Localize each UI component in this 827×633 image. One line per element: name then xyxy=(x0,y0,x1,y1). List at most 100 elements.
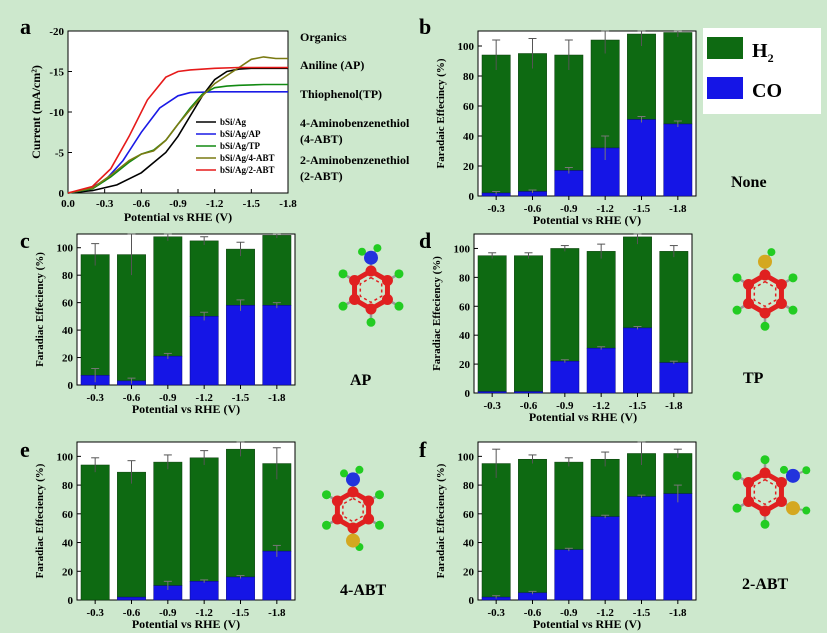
panel-d-bar-co xyxy=(477,391,507,394)
panel-d-bar-co xyxy=(550,360,580,394)
molecule-2abt-ring-bonds xyxy=(746,470,784,514)
panel-d-xlabel: Potential vs RHE (V) xyxy=(529,410,637,424)
panel-c-xtick-label: -1.2 xyxy=(195,392,213,404)
molecule-tp-aromatic-ring xyxy=(753,280,777,308)
panel-d-xtick-label: -1.5 xyxy=(629,400,647,412)
panel-a-xtick-label: -0.3 xyxy=(96,198,114,210)
panel-b-xtick-label: -1.8 xyxy=(669,203,687,215)
molecule-4abt-hydrogen-atom xyxy=(340,469,348,478)
panel-d-ytick-label: 0 xyxy=(465,388,471,400)
panel-a-xtick-label: -0.6 xyxy=(133,198,151,210)
panel-c-xtick-label: -1.5 xyxy=(232,392,250,404)
panel-f-ytick-label: 80 xyxy=(463,480,475,492)
panel-a-legend-entry: bSi/Ag xyxy=(220,117,247,127)
panel-a-xtick-label: -1.5 xyxy=(243,198,261,210)
panel-c-ytick-label: 80 xyxy=(62,270,74,282)
panel-f-bar-co xyxy=(590,516,620,601)
legend-h2-swatch xyxy=(707,37,743,59)
panel-c-ytick-label: 20 xyxy=(62,353,74,365)
molecule-ap-carbon-atom xyxy=(365,303,377,315)
molecule-tp-carbon-atom xyxy=(759,269,771,281)
molecule-4abt-carbon-atom xyxy=(331,495,343,507)
panel-a-legend-entry: bSi/Ag/2-ABT xyxy=(220,165,275,175)
panel-a-xtick-label: 0.0 xyxy=(61,198,75,210)
panel-b-ytick-label: 80 xyxy=(463,71,475,83)
panel-c-bar-co xyxy=(189,316,219,386)
panel-e-bar-h2 xyxy=(117,471,146,598)
legend-co-swatch xyxy=(707,77,743,99)
panel-e-ytick-label: 20 xyxy=(62,566,74,578)
panel-e-ytick-label: 0 xyxy=(68,595,74,607)
panel-letter-e: e xyxy=(20,437,30,462)
molecule-2abt-carbon-atom xyxy=(759,505,771,517)
panel-a-xlabel: Potential vs RHE (V) xyxy=(124,210,232,224)
panel-c-bar-co xyxy=(153,355,183,386)
molecule-2abt-sulfur-atom xyxy=(785,501,800,516)
molecule-ap-carbon-atom xyxy=(349,275,361,286)
molecule-ap-hydrogen-atom xyxy=(394,269,404,279)
panel-f-xtick-label: -0.6 xyxy=(524,607,542,619)
molecule-tp-carbon-atom xyxy=(743,298,755,309)
panel-b-bar-co xyxy=(627,119,656,197)
label-2abt: 2-ABT xyxy=(742,576,789,593)
panel-b-xlabel: Potential vs RHE (V) xyxy=(533,213,641,227)
panel-a-xtick-label: -1.8 xyxy=(279,198,297,210)
molecule-ap-nitrogen-atom xyxy=(364,250,378,265)
panel-f-xtick-label: -0.9 xyxy=(560,607,578,619)
panel-d-plot-area xyxy=(473,233,693,394)
molecule-tp-hydrogen-atom xyxy=(788,305,798,315)
molecule-tp-hydrogen-atom xyxy=(732,305,742,315)
molecule-tp-carbon-atom xyxy=(743,279,755,290)
panel-c-bar-co xyxy=(262,305,292,386)
panel-c-xlabel: Potential vs RHE (V) xyxy=(132,402,240,416)
panel-c-bar-h2 xyxy=(262,235,292,306)
molecule-4abt-hydrogen-atom xyxy=(321,520,331,530)
panel-d-bar-h2 xyxy=(586,251,616,349)
molecule-4abt-sulfur-atom xyxy=(346,533,360,548)
molecule-4abt-nitrogen-atom xyxy=(346,472,360,487)
molecule-4abt-hydrogen-atom xyxy=(375,520,385,530)
panel-f-bar-co xyxy=(627,496,656,601)
molecule-ap-ring-bonds xyxy=(352,268,390,312)
panel-a-ytick-label: -10 xyxy=(49,107,64,119)
panel-d-bar-h2 xyxy=(550,248,580,362)
panel-c-ytick-label: 100 xyxy=(57,243,74,255)
molecule-tp-carbon-atom xyxy=(775,298,787,309)
panel-f-ytick-label: 0 xyxy=(469,595,475,607)
panel-a-ytick-label: -5 xyxy=(55,148,65,160)
panel-e-xlabel: Potential vs RHE (V) xyxy=(132,617,240,631)
molecule-2abt-carbon-atom xyxy=(743,496,755,507)
molecule-tp-ring-bonds xyxy=(746,272,784,316)
panel-c-bar-h2 xyxy=(226,248,255,306)
panel-f-bar-co xyxy=(663,493,693,601)
molecule-2abt-carbon-atom xyxy=(775,496,787,507)
molecule-2abt-carbon-atom xyxy=(775,477,787,488)
panel-c-bar-h2 xyxy=(117,254,146,382)
panel-b-bar-h2 xyxy=(627,33,656,120)
molecule-2abt-hydrogen-atom xyxy=(760,455,770,465)
panel-e-xtick-label: -0.6 xyxy=(123,607,141,619)
panel-a-legend-entry: bSi/Ag/AP xyxy=(220,129,261,139)
panel-f-bar-h2 xyxy=(590,458,620,517)
panel-d-bar-co xyxy=(586,347,616,394)
molecule-4abt-carbon-atom xyxy=(347,486,359,498)
panel-a-ytick-label: -20 xyxy=(49,26,64,38)
panel-b-ytick-label: 60 xyxy=(463,101,475,113)
molecule-ap-carbon-atom xyxy=(349,294,361,305)
panel-e-bar-co xyxy=(189,581,219,601)
molecule-tp-hydrogen-atom xyxy=(767,248,776,257)
panel-d-ytick-label: 100 xyxy=(454,243,471,255)
panel-d-bar-co xyxy=(623,327,652,394)
panel-letter-a: a xyxy=(20,14,31,39)
panel-f-xlabel: Potential vs RHE (V) xyxy=(533,617,641,631)
panel-f-ytick-label: 100 xyxy=(458,451,475,463)
panel-b-ytick-label: 100 xyxy=(458,41,475,53)
panel-f-xtick-label: -1.2 xyxy=(596,607,614,619)
panel-e-bar-co xyxy=(226,576,255,601)
panel-f-bar-h2 xyxy=(554,461,584,550)
panel-e-ytick-label: 40 xyxy=(62,538,74,550)
molecule-4abt-carbon-atom xyxy=(347,522,359,534)
molecule-2abt-carbon-atom xyxy=(759,467,771,479)
panel-f-bar-h2 xyxy=(481,463,511,598)
panel-b-bar-h2 xyxy=(590,39,620,149)
